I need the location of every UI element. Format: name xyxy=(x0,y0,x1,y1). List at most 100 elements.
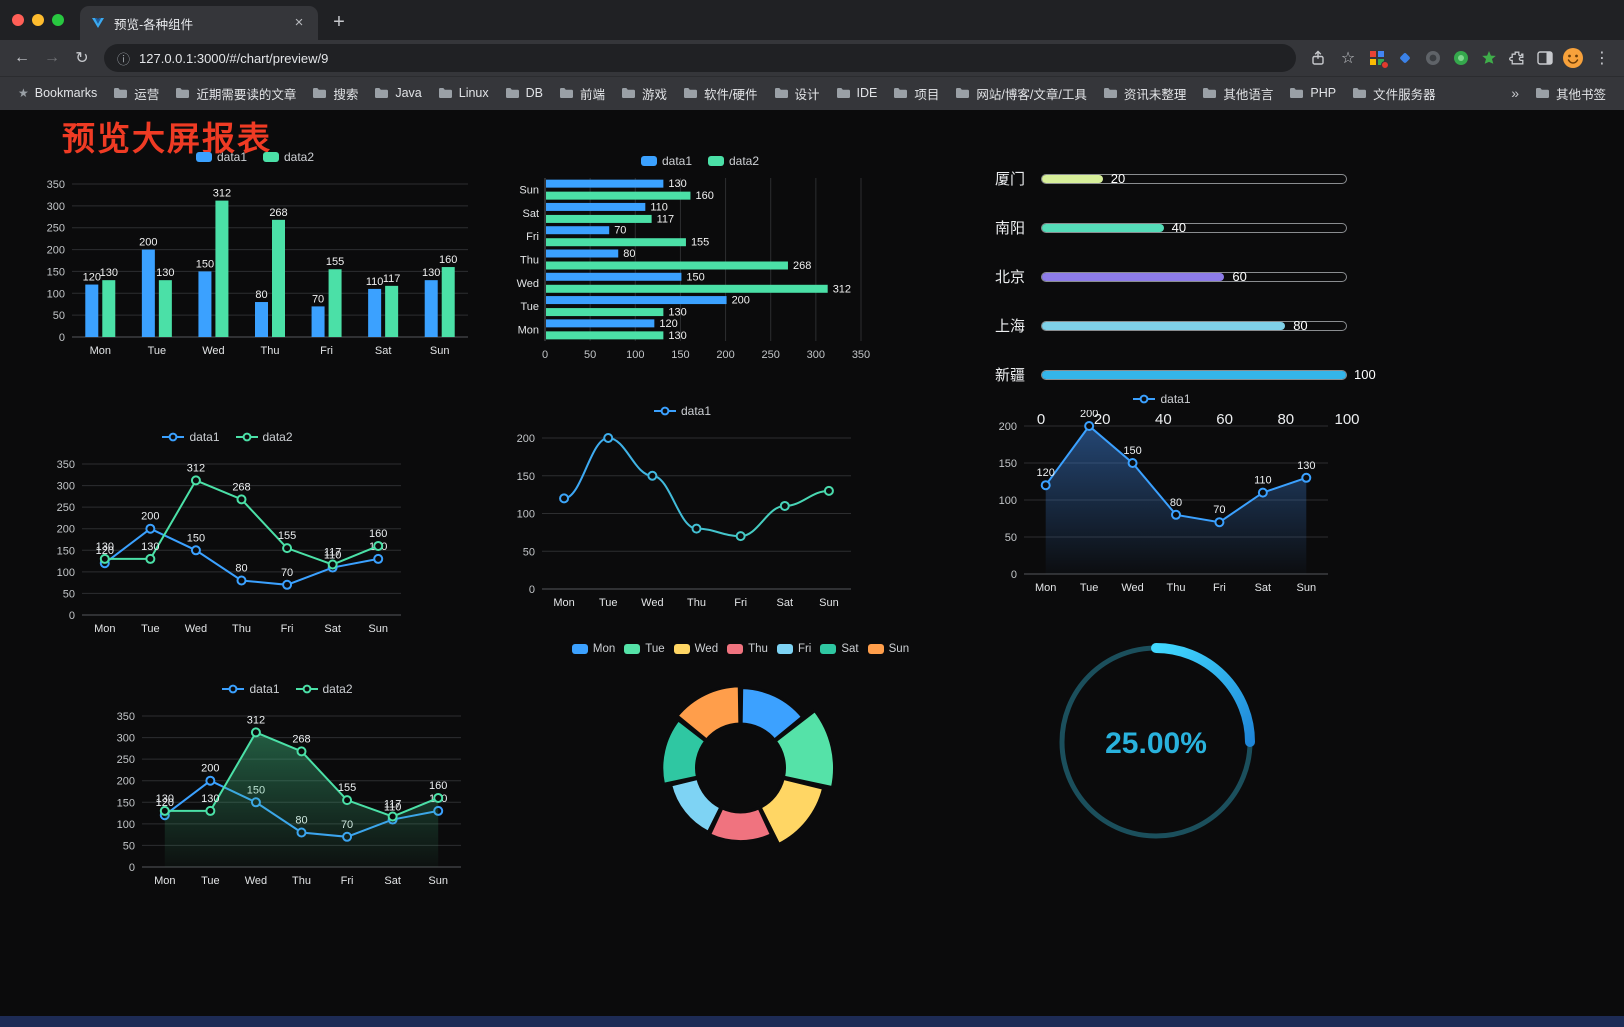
bookmark-folder[interactable]: 文件服务器 xyxy=(1344,80,1444,107)
back-button[interactable]: ← xyxy=(14,49,30,66)
bookmark-folder[interactable]: 前端 xyxy=(551,80,613,107)
legend-item[interactable]: data1 xyxy=(640,154,692,168)
progress-rows: 厦门 20 南阳 40 北京 60 上海 80 新疆 100 xyxy=(995,158,1376,385)
profile-avatar[interactable] xyxy=(1560,45,1586,71)
site-info-icon[interactable]: ⓘ xyxy=(117,51,131,67)
share-icon[interactable] xyxy=(1304,44,1332,72)
progress-track[interactable]: 100 xyxy=(1041,367,1376,382)
minimize-window-button[interactable] xyxy=(32,14,44,26)
progress-track[interactable]: 20 xyxy=(1041,171,1347,186)
bookmark-folder[interactable]: 搜索 xyxy=(304,80,366,107)
maximize-window-button[interactable] xyxy=(52,14,64,26)
dual-line-chart[interactable]: 0 50 100 150 200 250 300 350 Mon Tue Wed Thu Fri Sat S… xyxy=(40,448,415,643)
bookmark-folder[interactable]: DB xyxy=(497,82,551,104)
svg-text:268: 268 xyxy=(269,207,287,219)
bookmark-folder[interactable]: IDE xyxy=(828,82,886,104)
grouped-bar-chart[interactable]: 0 50 100 150 200 250 300 350 Mon Tue Wed Thu Fri Sat S… xyxy=(30,168,480,363)
legend-marker-icon xyxy=(776,644,793,654)
address-bar[interactable]: ⓘ 127.0.0.1:3000/#/chart/preview/9 xyxy=(104,44,1296,72)
svg-text:100: 100 xyxy=(517,509,535,521)
new-tab-button[interactable]: + xyxy=(333,10,345,33)
svg-text:150: 150 xyxy=(686,271,704,283)
legend-item[interactable]: data1 xyxy=(195,150,247,164)
legend-item[interactable]: data2 xyxy=(295,682,353,696)
legend-item[interactable]: data1 xyxy=(162,430,220,444)
bookmark-folder[interactable]: Linux xyxy=(430,82,497,104)
bookmark-folder[interactable]: 游戏 xyxy=(613,80,675,107)
dual-area-line-chart[interactable]: 0 50 100 150 200 250 300 350 Mon Tue Wed Thu Fri Sat S… xyxy=(100,700,475,895)
legend-item[interactable]: Sat xyxy=(820,643,859,655)
legend-marker-icon xyxy=(727,644,744,654)
legend-item[interactable]: Tue xyxy=(624,643,665,655)
legend-item[interactable]: Thu xyxy=(727,643,768,655)
legend-item[interactable]: Mon xyxy=(571,643,615,655)
bookmark-label: DB xyxy=(525,86,544,100)
folder-icon xyxy=(622,88,636,98)
legend-item[interactable]: data1 xyxy=(653,404,711,418)
other-bookmarks[interactable]: 其他书签 xyxy=(1527,80,1614,107)
close-window-button[interactable] xyxy=(12,14,24,26)
svg-text:350: 350 xyxy=(852,349,870,361)
side-panel-icon[interactable] xyxy=(1532,45,1558,71)
progress-label: 新疆 xyxy=(995,367,1026,384)
progress-track[interactable]: 60 xyxy=(1041,269,1347,284)
folder-icon xyxy=(1535,88,1549,98)
bookmark-folder[interactable]: 网站/博客/文章/工具 xyxy=(947,80,1094,107)
svg-text:300: 300 xyxy=(117,733,135,745)
legend-item[interactable]: data2 xyxy=(235,430,293,444)
legend-item[interactable]: data1 xyxy=(222,682,280,696)
svg-text:200: 200 xyxy=(47,245,65,257)
rose-pie-chart[interactable] xyxy=(548,660,933,872)
bookmark-folder[interactable]: 项目 xyxy=(885,80,947,107)
svg-text:155: 155 xyxy=(278,530,296,542)
extensions-puzzle-icon[interactable] xyxy=(1504,45,1530,71)
legend-item[interactable]: data2 xyxy=(263,150,314,164)
bookmark-folder[interactable]: 软件/硬件 xyxy=(675,80,765,107)
progress-row: 厦门 20 xyxy=(995,168,1347,189)
bookmark-folder[interactable]: Java xyxy=(366,82,429,104)
legend-label: Fri xyxy=(797,643,812,655)
legend-item[interactable]: Fri xyxy=(776,643,812,655)
reload-button[interactable]: ↻ xyxy=(75,50,89,67)
dark-circle-extension-icon[interactable] xyxy=(1420,45,1446,71)
page-footer-strip xyxy=(0,1016,1624,1027)
extension-grid-icon[interactable] xyxy=(1364,45,1390,71)
svg-text:Wed: Wed xyxy=(185,623,207,635)
bookmark-folder[interactable]: 其他语言 xyxy=(1194,80,1281,107)
forward-button[interactable]: → xyxy=(44,49,60,66)
svg-text:200: 200 xyxy=(139,237,157,249)
kebab-menu-icon[interactable]: ⋮ xyxy=(1594,50,1610,67)
green-circle-extension-icon[interactable] xyxy=(1448,45,1474,71)
green-star-extension-icon[interactable] xyxy=(1476,45,1502,71)
bookmark-folder[interactable]: 运营 xyxy=(105,80,167,107)
progress-track[interactable]: 80 xyxy=(1041,318,1347,333)
bookmark-folder-list: 运营 近期需要读的文章 搜索 Java Linux DB 前端 游戏 软件/硬件 设计 IDE 项目 网… xyxy=(105,80,1503,107)
bookmark-folder[interactable]: 设计 xyxy=(766,80,828,107)
bookmark-folder[interactable]: 近期需要读的文章 xyxy=(167,80,304,107)
folder-icon xyxy=(375,88,389,98)
url-text[interactable]: 127.0.0.1:3000/#/chart/preview/9 xyxy=(139,50,329,66)
browser-tab[interactable]: 预览-各种组件 × xyxy=(80,6,318,40)
svg-text:312: 312 xyxy=(247,714,265,726)
legend-item[interactable]: data2 xyxy=(708,154,759,168)
bookmark-folder[interactable]: PHP xyxy=(1281,82,1344,104)
gradient-line-chart[interactable]: 0 50 100 150 200 Mon Tue Wed Thu Fri Sat Sun xyxy=(500,422,865,617)
legend-marker-icon xyxy=(571,644,588,654)
svg-text:0: 0 xyxy=(542,349,548,361)
bookmarks-root[interactable]: ★ Bookmarks xyxy=(10,82,105,104)
legend-item[interactable]: data1 xyxy=(1133,392,1191,406)
svg-text:Tue: Tue xyxy=(599,597,618,609)
gauge-chart[interactable]: 25.00% xyxy=(1048,634,1264,850)
close-tab-icon[interactable]: × xyxy=(294,14,304,31)
bookmark-folder[interactable]: 资讯未整理 xyxy=(1095,80,1195,107)
svg-text:117: 117 xyxy=(383,273,401,285)
bookmarks-overflow-icon[interactable]: » xyxy=(1511,85,1519,101)
gem-extension-icon[interactable] xyxy=(1392,45,1418,71)
progress-track[interactable]: 40 xyxy=(1041,220,1347,235)
legend-item[interactable]: Wed xyxy=(673,643,718,655)
bookmark-star-icon[interactable]: ☆ xyxy=(1340,50,1356,67)
svg-text:150: 150 xyxy=(1123,445,1141,457)
legend-item[interactable]: Sun xyxy=(867,643,909,655)
